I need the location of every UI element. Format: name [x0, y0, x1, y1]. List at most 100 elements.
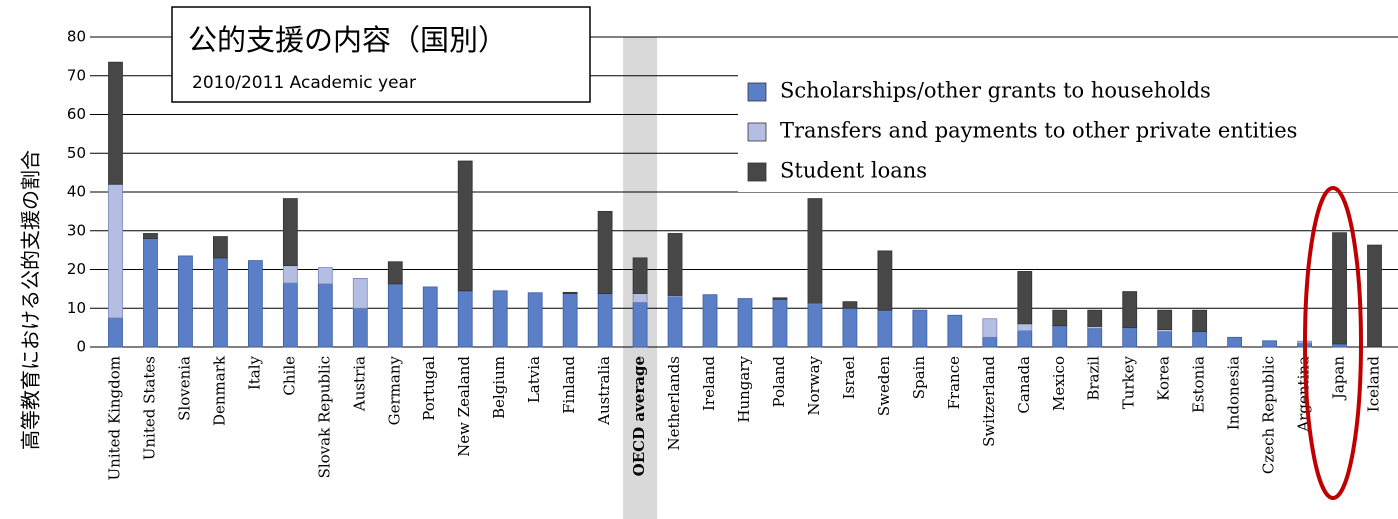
bar-segment [1017, 330, 1033, 348]
bar-segment [213, 257, 228, 348]
bar-segment [1017, 323, 1033, 332]
x-tick-label: Iceland [1365, 356, 1383, 413]
bar-segment [387, 283, 403, 348]
bar-segment [422, 286, 438, 348]
x-tick-label: Korea [1155, 356, 1173, 401]
x-tick-label: Hungary [735, 355, 753, 422]
x-tick-label: Ireland [700, 356, 718, 411]
y-tick-label: 50 [67, 144, 86, 162]
x-tick-label: Belgium [490, 356, 508, 419]
x-tick-label: Latvia [525, 356, 543, 403]
bar-segment [1087, 309, 1103, 327]
y-tick-label: 0 [76, 338, 86, 356]
bar-segment [317, 283, 333, 348]
x-tick-label: Canada [1015, 356, 1033, 414]
title-frame [171, 6, 591, 103]
bar-segment [1052, 325, 1068, 348]
bar-segment [1157, 331, 1173, 348]
x-tick-label: Spain [910, 356, 928, 400]
bar-segment [1262, 340, 1277, 348]
bar-segment [108, 61, 123, 185]
bar-segment [632, 293, 648, 303]
bar-segment [807, 303, 823, 348]
legend-background [738, 70, 1398, 192]
bar-segment [912, 309, 928, 348]
x-tick-label: New Zealand [455, 356, 473, 457]
bar-segment [213, 236, 228, 259]
y-tick-label: 40 [67, 183, 86, 201]
bar-segment [352, 307, 368, 348]
bar-segment [1332, 232, 1347, 345]
legend-swatch [747, 122, 767, 142]
bar-segment [1122, 327, 1138, 348]
x-tick-label: Austria [350, 356, 368, 412]
x-tick-label: Norway [805, 355, 823, 415]
bar-segment [1122, 291, 1138, 329]
x-tick-label: Australia [595, 356, 613, 426]
bar-segment [772, 298, 788, 348]
bar-segment [143, 238, 158, 348]
y-tick-label: 10 [67, 299, 86, 317]
x-tick-label: Mexico [1050, 356, 1068, 411]
bar-segment [667, 233, 683, 296]
x-tick-label: Italy [245, 355, 263, 390]
bar-segment [1332, 343, 1347, 348]
x-tick-label: Estonia [1190, 356, 1208, 413]
x-tick-label: Finland [560, 356, 578, 414]
bar-segment [247, 260, 263, 348]
x-tick-label: Sweden [875, 356, 893, 416]
x-tick-label: Portugal [420, 356, 438, 421]
bar-segment [982, 318, 998, 338]
bar-segment [842, 301, 858, 309]
bar-segment [178, 255, 193, 348]
bar-segment [108, 317, 123, 348]
x-tick-label: Slovak Republic [315, 356, 333, 478]
bar-segment [1227, 336, 1243, 348]
bar-segment [667, 296, 683, 348]
bar-segment [1367, 244, 1382, 348]
bar-segment [1157, 309, 1173, 330]
bar-segment [842, 307, 858, 348]
x-tick-label: Turkey [1120, 355, 1138, 409]
bar-segment [947, 314, 963, 348]
x-tick-label: France [945, 356, 963, 410]
bar-segment [457, 290, 473, 348]
bar-segment [108, 183, 123, 319]
bar-segment [352, 278, 368, 309]
bar-segment [143, 233, 158, 239]
y-axis-label: 高等教育における公的支援の割合 [19, 150, 43, 450]
legend-swatch [747, 162, 767, 182]
bar-segment [1087, 327, 1103, 348]
bar-segment [632, 257, 648, 294]
bar-segment [1052, 309, 1068, 327]
bar-segment [877, 250, 893, 311]
legend: Scholarships/other grants to households T… [738, 70, 1398, 192]
bar-segment [562, 291, 578, 294]
bar-segment [282, 198, 298, 267]
legend-label: Transfers and payments to other private … [780, 119, 1297, 143]
bar-segment [597, 210, 613, 294]
bar-segment [282, 282, 298, 348]
x-tick-label: Chile [280, 356, 298, 396]
bar-segment [877, 309, 893, 348]
bar-segment [702, 294, 718, 348]
x-tick-label: Slovenia [175, 356, 193, 421]
y-tick-label: 60 [67, 105, 86, 123]
x-tick-label: Germany [385, 355, 403, 425]
title-box: 公的支援の内容（国別） 2010/2011 Academic year [171, 6, 591, 103]
bar-segment [737, 298, 753, 348]
x-tick-label: Japan [1330, 356, 1348, 402]
x-tick-label: Denmark [210, 355, 228, 426]
x-tick-label: Brazil [1085, 356, 1103, 401]
legend-label: Scholarships/other grants to households [780, 79, 1211, 103]
y-tick-label: 80 [67, 28, 86, 46]
x-tick-label: United Kingdom [105, 356, 123, 481]
bar-segment [387, 261, 403, 285]
highlight-ellipse [1303, 186, 1363, 500]
x-tick-label: Poland [770, 356, 788, 408]
bar-segment [807, 198, 823, 304]
y-tick-label: 20 [67, 260, 86, 278]
bar-segment [982, 336, 998, 348]
bar-segment [562, 293, 578, 348]
